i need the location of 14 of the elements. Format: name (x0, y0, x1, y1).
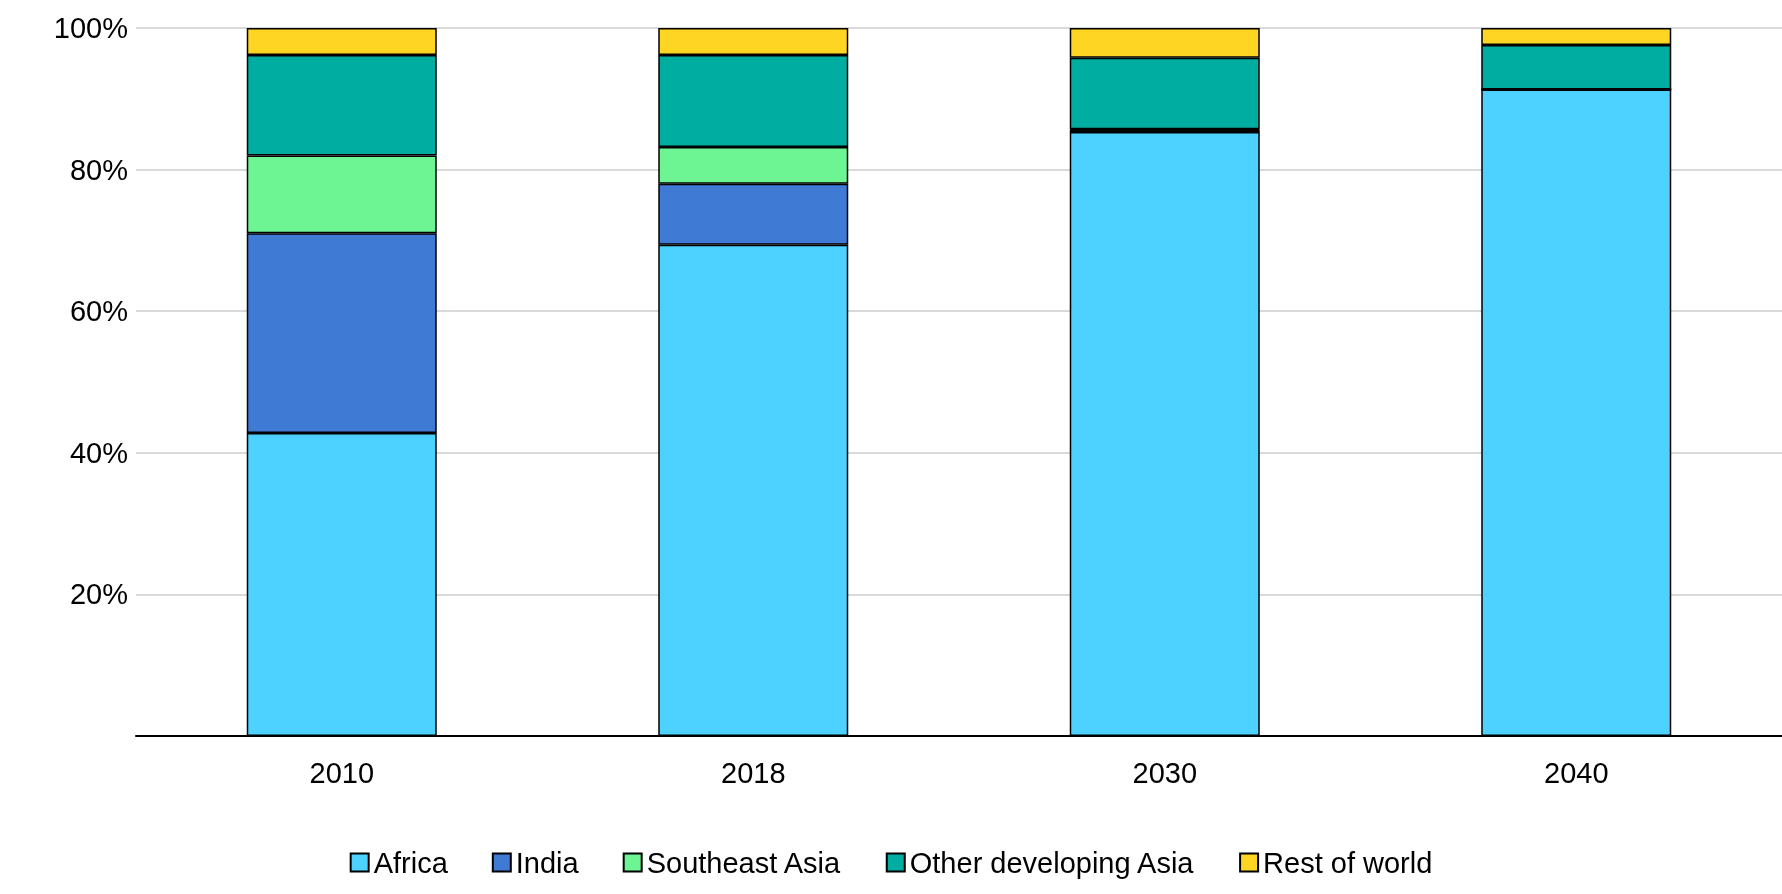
x-tick-label: 2030 (1132, 756, 1198, 789)
y-tick-label: 100% (53, 12, 128, 44)
legend-label: India (515, 846, 580, 879)
y-tick-label: 80% (69, 153, 128, 186)
x-tick-label: 2010 (309, 756, 375, 789)
legend-label: Southeast Asia (646, 846, 842, 879)
legend-label: Rest of world (1263, 846, 1433, 879)
legend-label: Africa (373, 846, 449, 879)
x-tick-label: 2018 (720, 756, 786, 789)
y-tick-label: 60% (69, 295, 128, 328)
y-tick-label: 20% (69, 578, 128, 611)
legend-label: Other developing Asia (909, 846, 1195, 879)
y-tick-label: 40% (69, 436, 128, 469)
x-tick-label: 2040 (1543, 756, 1609, 789)
